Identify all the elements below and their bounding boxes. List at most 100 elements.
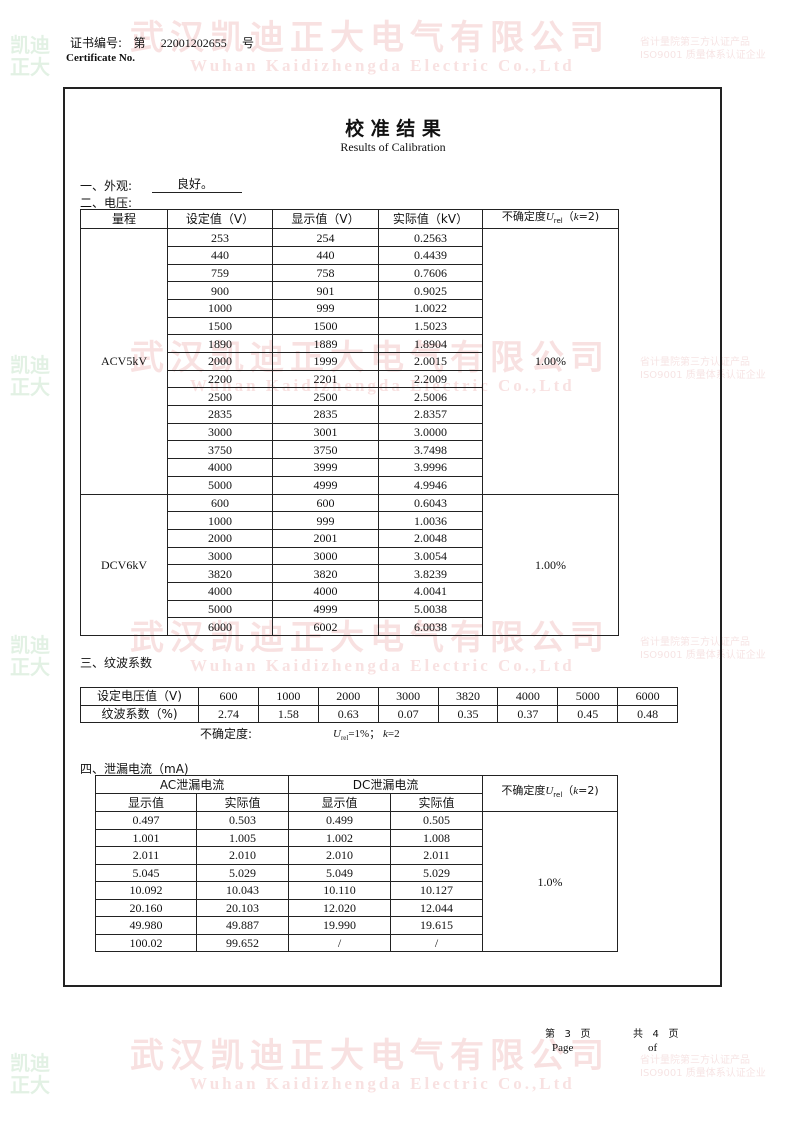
u-symbol: U (333, 728, 341, 740)
value-cell: 1.008 (390, 828, 484, 847)
value-cell: 1890 (167, 334, 273, 353)
value-cell: 0.37 (497, 704, 559, 723)
value-cell: 3999 (272, 458, 379, 477)
header-cell: 不确定度Urel（k=2) (482, 775, 619, 812)
group-header: AC泄漏电流 (94, 775, 290, 794)
watermark-badge: 省计量院第三方认证产品 ISO9001 质量体系认证企业 (640, 36, 766, 62)
value-cell: 2.5006 (378, 387, 483, 407)
value-cell: 2001 (272, 528, 379, 548)
watermark-company-en: Wuhan Kaidizhengda Electric Co.,Ltd (190, 1074, 575, 1093)
value-cell: 0.499 (288, 811, 392, 830)
data-row: 2500 2500 2.5006 (81, 387, 619, 407)
value-cell: 3000 (272, 546, 379, 566)
value-cell: 3820 (437, 687, 499, 706)
u-sub: rel (340, 734, 349, 743)
value-cell: 12.044 (390, 898, 484, 917)
value-cell: 5.045 (95, 863, 197, 882)
page-prefix: 第 (545, 1029, 555, 1040)
badge-line: ISO9001 质量体系认证企业 (640, 1068, 766, 1079)
unc-open: （ (562, 784, 574, 798)
value-cell: 100.02 (95, 933, 197, 952)
total-prefix: 共 (633, 1029, 643, 1040)
data-row: 纹波系数（%) 2.74 1.58 0.63 0.07 0.35 0.37 0.45 0.48 (80, 704, 679, 723)
voltage-label: 二、电压: (80, 196, 133, 210)
sub-header: 显示值 (95, 793, 197, 812)
value-cell: 4999 (272, 599, 379, 619)
value-cell: 49.980 (95, 916, 197, 935)
data-row: 100.02 99.652// (95, 933, 618, 952)
value-cell: 2.8357 (378, 405, 483, 424)
value-cell: 10.110 (288, 881, 392, 900)
page-suffix: 页 (580, 1029, 591, 1040)
value-cell: 440 (167, 245, 273, 265)
value-cell: 2000 (317, 687, 379, 706)
value-cell: 6000 (167, 617, 273, 636)
cert-label: 证书编号: (70, 36, 123, 50)
unc-prefix: 不确定度 (501, 210, 546, 223)
sub-header: 实际值 (390, 793, 484, 812)
data-row: 1.001 1.005 1.002 1.008 (95, 828, 618, 847)
value-cell: 3.0054 (378, 546, 483, 566)
data-row: 1890 1889 1.8904 (81, 334, 619, 353)
value-cell: 2.010 (195, 846, 290, 865)
data-row: 2000 2001 2.0048 (81, 528, 619, 548)
of-en: of (648, 1042, 658, 1054)
leakage-label: 四、泄漏电流（mA) (80, 762, 189, 776)
unc-sub: rel (553, 217, 563, 226)
unc-close: =2) (578, 210, 600, 223)
value-cell: 3820 (272, 564, 379, 583)
leakage-table: AC泄漏电流 DC泄漏电流 不确定度Urel（k=2) 显示值 实际值 显示值 实际值 0.4… (94, 775, 619, 952)
uncertainty-cell: 1.0% (482, 811, 619, 952)
value-cell: 5.049 (288, 863, 392, 882)
appearance-value: 良好。 (152, 175, 242, 193)
value-cell: 5000 (557, 687, 619, 706)
value-cell: 4.9946 (378, 475, 483, 495)
watermark-logo: 凯迪 正大 (10, 1028, 90, 1122)
value-cell: 2.011 (95, 846, 197, 865)
value-cell: 1.002 (288, 828, 392, 847)
header-row: 量程 设定值（V） 显示值（V） 实际值（kV） 不确定度Urel（k=2) (80, 208, 619, 230)
value-cell: 10.127 (390, 881, 484, 900)
value-cell: 12.020 (288, 898, 392, 917)
logo-text: 正大 (10, 1073, 50, 1097)
value-cell: 1000 (167, 511, 273, 530)
value-cell: 2.0048 (378, 528, 483, 548)
group-header: DC泄漏电流 (288, 775, 484, 794)
value-cell: 10.043 (195, 881, 290, 900)
unc-k: k (573, 785, 579, 798)
value-cell: 1500 (167, 316, 273, 336)
header-cell: 量程 (80, 208, 168, 230)
header-cell: 显示值（V） (272, 208, 379, 230)
value-cell: 3.7498 (378, 440, 483, 460)
value-cell: 1999 (272, 352, 379, 371)
value-cell: 759 (167, 263, 273, 283)
value-cell: 20.160 (95, 898, 197, 917)
ripple-label: 三、纹波系数 (80, 656, 153, 670)
badge-line: 省计量院第三方认证产品 (640, 37, 750, 48)
value-cell: 1.58 (257, 704, 319, 723)
value-cell: 6002 (272, 617, 379, 636)
k-value: =2 (387, 728, 400, 740)
badge-line: ISO9001 质量体系认证企业 (640, 50, 766, 61)
watermark: 武汉凯迪正大电气有限公司 Wuhan Kaidizhengda Electric … (0, 1028, 786, 1118)
value-cell: 2.74 (198, 704, 259, 723)
unc-sub: rel (553, 791, 563, 800)
appearance-label: 一、外观: (80, 179, 133, 193)
data-row: 0.497 0.503 0.499 0.505 1.0% (95, 811, 619, 952)
value-cell: 99.652 (195, 933, 290, 952)
value-cell: 1.8904 (378, 334, 483, 353)
value-cell: 3000 (167, 546, 273, 566)
value-cell: 3.0000 (378, 422, 483, 442)
value-cell: 4000 (272, 581, 379, 601)
value-cell: 10.092 (95, 881, 197, 900)
value-cell: 2500 (272, 387, 379, 407)
content-frame (63, 87, 722, 987)
value-cell: 999 (272, 511, 379, 530)
value-cell: 1000 (257, 687, 319, 706)
value-cell: 4000 (497, 687, 559, 706)
value-cell: 4.0041 (378, 581, 483, 601)
value-cell: 1.0036 (378, 511, 483, 530)
value-cell: 2000 (167, 352, 273, 371)
value-cell: 19.615 (390, 916, 484, 935)
